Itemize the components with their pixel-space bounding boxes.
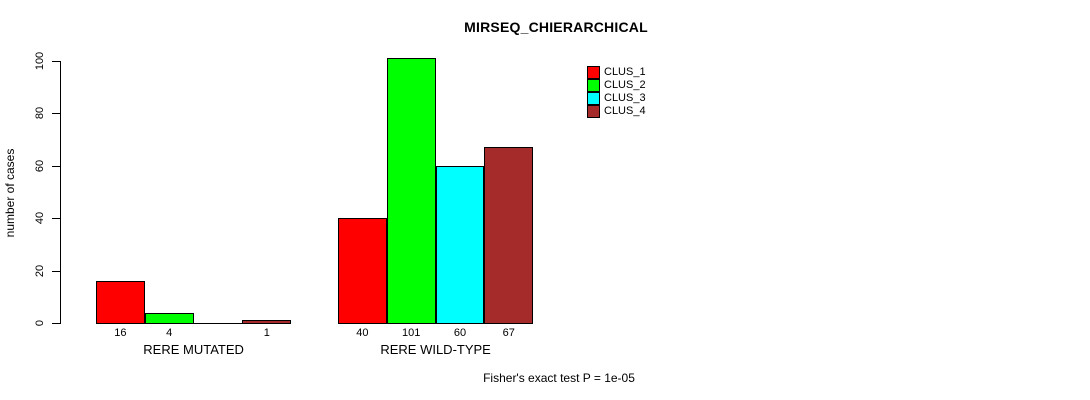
legend-label: CLUS_2 bbox=[604, 79, 646, 91]
bar-value-label: 67 bbox=[502, 327, 515, 339]
y-tick bbox=[52, 61, 60, 62]
y-tick-label: 20 bbox=[34, 264, 46, 277]
footnote: Fisher's exact test P = 1e-05 bbox=[483, 371, 635, 385]
baseline bbox=[96, 323, 292, 324]
y-axis-line bbox=[60, 61, 61, 324]
bar bbox=[484, 147, 534, 324]
bar bbox=[96, 281, 145, 324]
bar-value-label: 40 bbox=[356, 327, 369, 339]
bar bbox=[386, 58, 436, 324]
y-tick-label: 80 bbox=[34, 107, 46, 120]
category-label: RERE WILD-TYPE bbox=[380, 342, 491, 357]
legend-swatch-clus_1 bbox=[587, 66, 600, 79]
legend-label: CLUS_1 bbox=[604, 66, 646, 78]
y-tick bbox=[52, 323, 60, 324]
bar-value-label: 101 bbox=[402, 327, 421, 339]
bar-value-label: 1 bbox=[263, 327, 270, 339]
y-tick bbox=[52, 218, 60, 220]
bar-value-label: 16 bbox=[114, 327, 127, 339]
legend-swatch-clus_3 bbox=[587, 92, 600, 105]
y-axis-label: number of cases bbox=[3, 148, 17, 238]
y-tick bbox=[52, 113, 60, 115]
legend-label: CLUS_4 bbox=[604, 105, 646, 117]
bar bbox=[338, 218, 387, 324]
y-tick-label: 60 bbox=[34, 159, 46, 172]
y-tick bbox=[52, 165, 60, 167]
legend-swatch-clus_4 bbox=[587, 105, 600, 118]
bar-value-label: 4 bbox=[166, 327, 173, 339]
y-tick-label: 40 bbox=[34, 212, 46, 225]
y-tick bbox=[52, 270, 60, 272]
bar bbox=[144, 312, 194, 324]
chart-title: MIRSEQ_CHIERARCHICAL bbox=[464, 19, 648, 35]
legend-label: CLUS_3 bbox=[604, 92, 646, 104]
bar bbox=[242, 320, 292, 324]
bar bbox=[435, 165, 485, 324]
legend-swatch-clus_2 bbox=[587, 79, 600, 92]
y-tick-label: 0 bbox=[34, 319, 46, 327]
y-tick-label: 100 bbox=[34, 51, 46, 71]
bar-value-label: 60 bbox=[453, 327, 467, 339]
category-label: RERE MUTATED bbox=[143, 342, 244, 357]
